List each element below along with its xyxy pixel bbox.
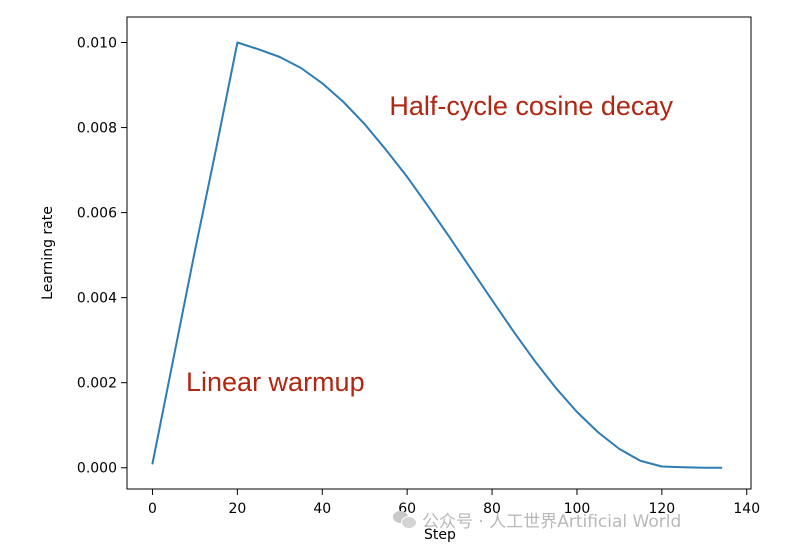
chart-annotation: Linear warmup bbox=[186, 367, 365, 397]
x-axis-label: Step bbox=[424, 527, 456, 543]
watermark-text: 公众号 · 人工世界Artificial World bbox=[422, 511, 682, 532]
watermark: 公众号 · 人工世界Artificial World bbox=[393, 506, 681, 532]
x-tick-label: 140 bbox=[733, 501, 760, 517]
y-axis-ticks: 0.000 0.002 0.004 0.006 0.008 0.010 bbox=[77, 36, 127, 477]
wechat-icon bbox=[393, 509, 417, 529]
y-tick-label: 0.006 bbox=[77, 206, 117, 222]
x-tick-label: 0 bbox=[148, 501, 157, 517]
x-tick-label: 40 bbox=[313, 501, 331, 517]
y-tick-label: 0.002 bbox=[77, 376, 117, 392]
y-tick-label: 0.008 bbox=[77, 121, 117, 137]
chart-annotation: Half-cycle cosine decay bbox=[389, 91, 673, 121]
y-tick-label: 0.010 bbox=[77, 36, 117, 52]
x-tick-label: 20 bbox=[228, 501, 246, 517]
x-tick-label: 120 bbox=[648, 501, 675, 517]
learning-rate-series-line bbox=[151, 41, 723, 469]
y-tick-label: 0.000 bbox=[77, 461, 117, 477]
x-tick-label: 80 bbox=[483, 501, 501, 517]
x-tick-label: 100 bbox=[564, 501, 591, 517]
x-axis-ticks: 0 20 40 60 80 100 120 140 bbox=[148, 489, 760, 517]
y-axis-label: Learning rate bbox=[40, 206, 56, 300]
plot-frame bbox=[126, 16, 752, 490]
chart-annotations: Half-cycle cosine decay Linear warmup bbox=[186, 91, 673, 397]
y-tick-label: 0.004 bbox=[77, 291, 117, 307]
